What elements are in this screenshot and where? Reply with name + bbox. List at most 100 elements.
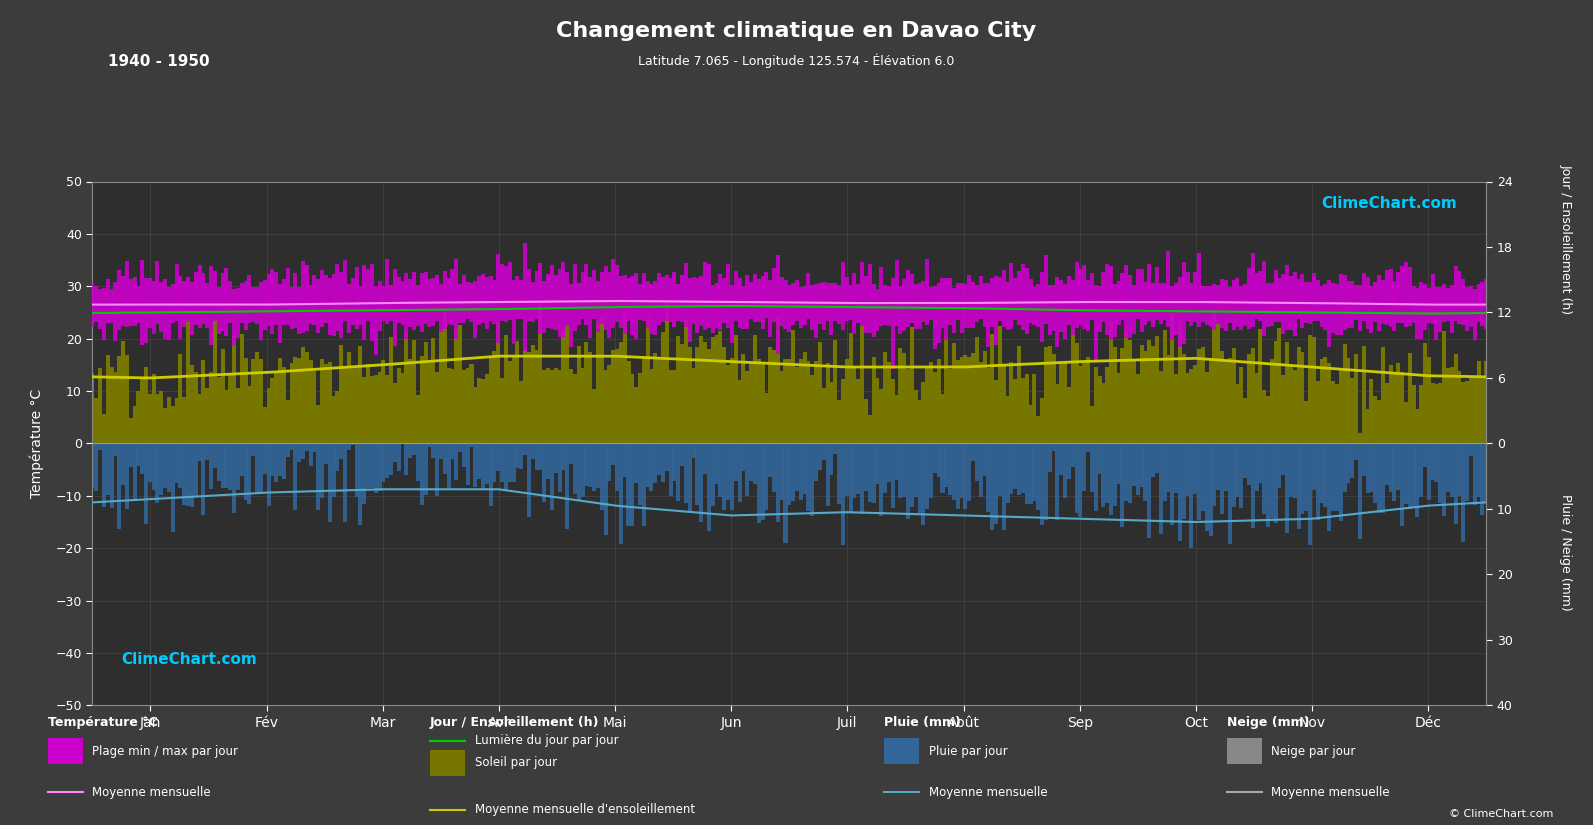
Bar (217, 377, 221, 444)
Text: Neige par jour: Neige par jour (1271, 745, 1356, 757)
Bar (1215, 444, 1220, 490)
Bar (940, 444, 945, 493)
Bar (1381, 444, 1384, 513)
Bar (645, 280, 650, 328)
Bar (658, 444, 661, 475)
Bar (1485, 444, 1488, 502)
Bar (1365, 277, 1370, 328)
Bar (1408, 266, 1411, 327)
Bar (669, 444, 672, 497)
Bar (1152, 346, 1155, 444)
Bar (707, 350, 710, 444)
Bar (1082, 444, 1086, 491)
Bar (1063, 362, 1067, 444)
Bar (201, 361, 205, 444)
Bar (282, 444, 285, 479)
Bar (890, 278, 895, 370)
Bar (795, 280, 800, 321)
Bar (1196, 252, 1201, 327)
Bar (1434, 287, 1438, 340)
Bar (266, 444, 271, 507)
Bar (959, 444, 964, 497)
Bar (1423, 444, 1427, 467)
Bar (1274, 342, 1278, 444)
Bar (902, 353, 906, 444)
Bar (538, 303, 543, 444)
Bar (906, 444, 910, 519)
Bar (1338, 444, 1343, 521)
Bar (209, 444, 213, 488)
Bar (1133, 285, 1136, 334)
Bar (508, 444, 511, 482)
Text: 1940 - 1950: 1940 - 1950 (108, 54, 210, 68)
Bar (1373, 282, 1378, 322)
Bar (953, 342, 956, 444)
Bar (1431, 384, 1435, 444)
Bar (1182, 444, 1185, 519)
Bar (247, 385, 252, 444)
Bar (213, 444, 217, 468)
Bar (1005, 282, 1010, 330)
Bar (424, 444, 427, 496)
Bar (416, 394, 421, 444)
Bar (726, 265, 730, 328)
Bar (1384, 383, 1389, 444)
Bar (703, 444, 707, 474)
Bar (542, 444, 546, 502)
Bar (929, 444, 933, 498)
Bar (190, 444, 194, 507)
Bar (1035, 284, 1040, 328)
Bar (397, 368, 401, 444)
Bar (1016, 346, 1021, 444)
Bar (1389, 365, 1392, 444)
Bar (1086, 356, 1090, 444)
Bar (1286, 444, 1289, 533)
Bar (209, 266, 213, 345)
Bar (1251, 252, 1255, 327)
Bar (1005, 396, 1010, 444)
Bar (1362, 346, 1365, 444)
Bar (105, 279, 110, 323)
Bar (1427, 444, 1431, 501)
Bar (1446, 444, 1450, 492)
Text: Moyenne mensuelle: Moyenne mensuelle (92, 785, 210, 799)
Bar (1239, 444, 1243, 508)
Bar (1190, 444, 1193, 548)
Bar (825, 283, 830, 322)
Bar (186, 277, 190, 322)
Bar (473, 281, 478, 337)
Bar (1171, 444, 1174, 526)
Bar (975, 444, 980, 481)
Bar (1454, 354, 1458, 444)
Bar (481, 274, 484, 323)
Bar (542, 281, 546, 333)
Bar (997, 444, 1002, 496)
Bar (1376, 400, 1381, 444)
Bar (1376, 444, 1381, 512)
Bar (419, 273, 424, 332)
Bar (1308, 444, 1313, 545)
Bar (1415, 288, 1419, 339)
Bar (1461, 382, 1466, 444)
Bar (1120, 348, 1125, 444)
Bar (956, 360, 961, 444)
Bar (688, 346, 691, 444)
Bar (1032, 444, 1037, 501)
Bar (718, 444, 722, 497)
Bar (1395, 272, 1400, 323)
Bar (285, 268, 290, 325)
Bar (1139, 444, 1144, 487)
Bar (945, 278, 948, 340)
Bar (1139, 345, 1144, 444)
Bar (1228, 444, 1231, 544)
Bar (1125, 444, 1128, 501)
Bar (1010, 444, 1013, 494)
Bar (542, 370, 546, 444)
Bar (527, 444, 530, 517)
Bar (1357, 444, 1362, 539)
Bar (91, 284, 94, 327)
Bar (1094, 366, 1098, 444)
Bar (255, 351, 260, 444)
Bar (432, 337, 435, 444)
Bar (1446, 288, 1450, 321)
